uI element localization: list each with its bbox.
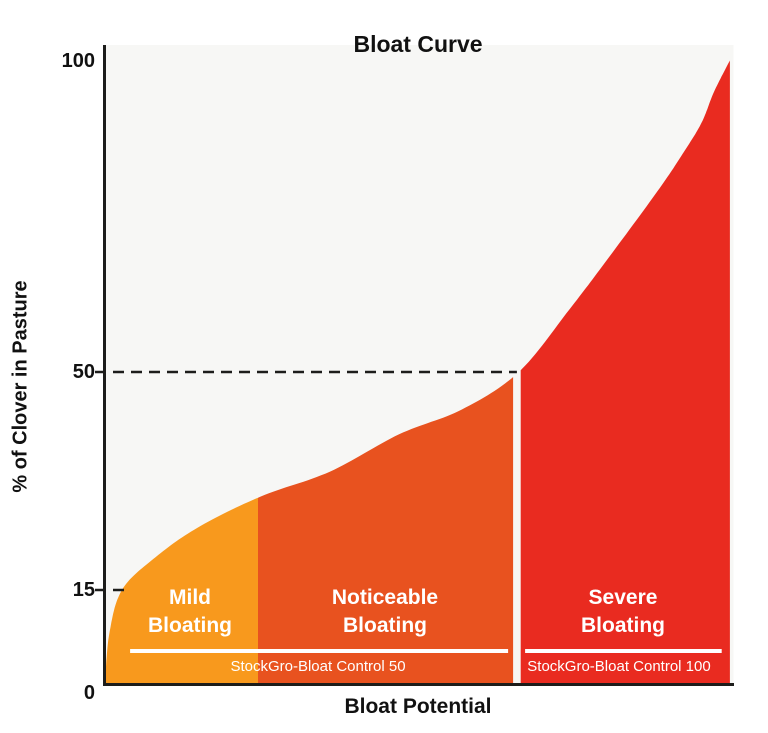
- product-label-1: StockGro-Bloat Control 100: [527, 658, 711, 675]
- bloat-regions: [104, 60, 730, 684]
- region-label-mild: Mild Bloating: [148, 586, 232, 637]
- y-axis-title: % of Clover in Pasture: [9, 280, 32, 493]
- region-fill-noticeable: [258, 377, 514, 684]
- y-tick-label-100: 100: [61, 50, 95, 72]
- region-fill-mild: [104, 497, 259, 684]
- y-tick-label-15: 15: [72, 579, 95, 601]
- product-label-0: StockGro-Bloat Control 50: [230, 658, 406, 675]
- reference-dashed-lines: [95, 370, 517, 592]
- y-tick-label-50: 50: [72, 361, 95, 383]
- region-label-severe: Severe Bloating: [581, 586, 665, 637]
- region-fill-severe: [520, 60, 730, 684]
- y-tick-label-0: 0: [83, 682, 95, 704]
- region-label-noticeable: Noticeable Bloating: [331, 586, 439, 637]
- x-axis-title: Bloat Potential: [344, 695, 492, 718]
- chart-title: Bloat Curve: [353, 31, 483, 57]
